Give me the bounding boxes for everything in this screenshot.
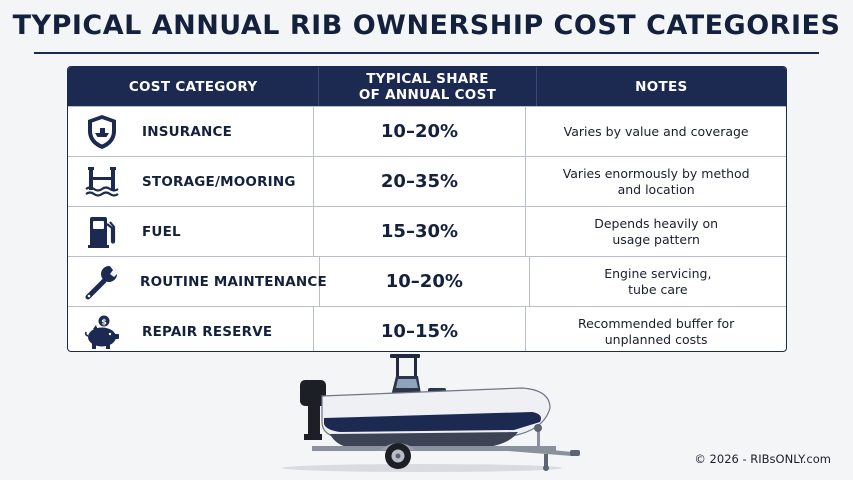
note-line2: usage pattern (612, 231, 700, 247)
mooring-icon (82, 162, 122, 202)
note-line2: tube care (628, 281, 688, 297)
header-cost-category: COST CATEGORY (128, 78, 258, 95)
svg-text:$: $ (101, 317, 107, 326)
share-value: 10–20% (319, 257, 529, 306)
category-label: REPAIR RESERVE (142, 323, 273, 340)
cost-table: COST CATEGORY TYPICAL SHARE OF ANNUAL COS… (67, 66, 787, 352)
rib-boat-trailer-illustration (282, 352, 582, 480)
copyright-text: © 2026 - RIBsONLY.com (694, 452, 831, 466)
page-title: TYPICAL ANNUAL RIB OWNERSHIP COST CATEGO… (12, 10, 841, 41)
note-text: Engine servicing, tube care (528, 257, 786, 306)
table-row: STORAGE/MOORING 20–35% Varies enormously… (68, 156, 786, 206)
share-value: 10–15% (312, 307, 526, 351)
piggy-bank-icon: $ (82, 312, 122, 352)
note-line1: Recommended buffer for (577, 315, 735, 331)
header-typical-share: TYPICAL SHARE OF ANNUAL COST (318, 67, 535, 106)
note-line1: Varies enormously by method (562, 165, 750, 181)
category-cell: STORAGE/MOORING (68, 157, 313, 206)
category-label: ROUTINE MAINTENANCE (140, 273, 327, 290)
note-text: Recommended buffer for unplanned costs (525, 307, 786, 351)
note-line1: Engine servicing, (604, 265, 712, 281)
table-row: INSURANCE 10–20% Varies by value and cov… (68, 106, 786, 156)
note-line2: and location (617, 181, 695, 197)
fuel-pump-icon (82, 212, 122, 252)
category-cell: ROUTINE MAINTENANCE (68, 257, 327, 306)
table-header: COST CATEGORY TYPICAL SHARE OF ANNUAL COS… (68, 67, 786, 106)
header-share-line1: TYPICAL SHARE (366, 70, 489, 87)
category-label: FUEL (142, 223, 181, 240)
share-value: 10–20% (312, 107, 526, 156)
table-row: FUEL 15–30% Depends heavily on usage patt… (68, 206, 786, 256)
share-value: 15–30% (312, 207, 526, 256)
title-divider (34, 52, 819, 54)
category-cell: INSURANCE (68, 107, 313, 156)
category-label: STORAGE/MOORING (142, 173, 296, 190)
note-text: Varies enormously by method and location (525, 157, 786, 206)
category-label: INSURANCE (142, 123, 233, 140)
note-text: Depends heavily on usage pattern (525, 207, 786, 256)
note-line2: unplanned costs (604, 331, 708, 347)
header-share-line2: OF ANNUAL COST (358, 86, 497, 103)
wrench-icon (82, 262, 120, 302)
table-row: $ REPAIR RESERVE 10–15% Recommended buff… (68, 306, 786, 352)
category-cell: FUEL (68, 207, 313, 256)
category-cell: $ REPAIR RESERVE (68, 307, 313, 352)
shield-boat-icon (82, 112, 122, 152)
note-line1: Varies by value and coverage (563, 123, 749, 139)
table-row: ROUTINE MAINTENANCE 10–20% Engine servic… (68, 256, 786, 306)
header-notes: NOTES (535, 67, 786, 106)
share-value: 20–35% (312, 157, 526, 206)
note-text: Varies by value and coverage (525, 107, 786, 156)
note-line1: Depends heavily on (594, 215, 719, 231)
